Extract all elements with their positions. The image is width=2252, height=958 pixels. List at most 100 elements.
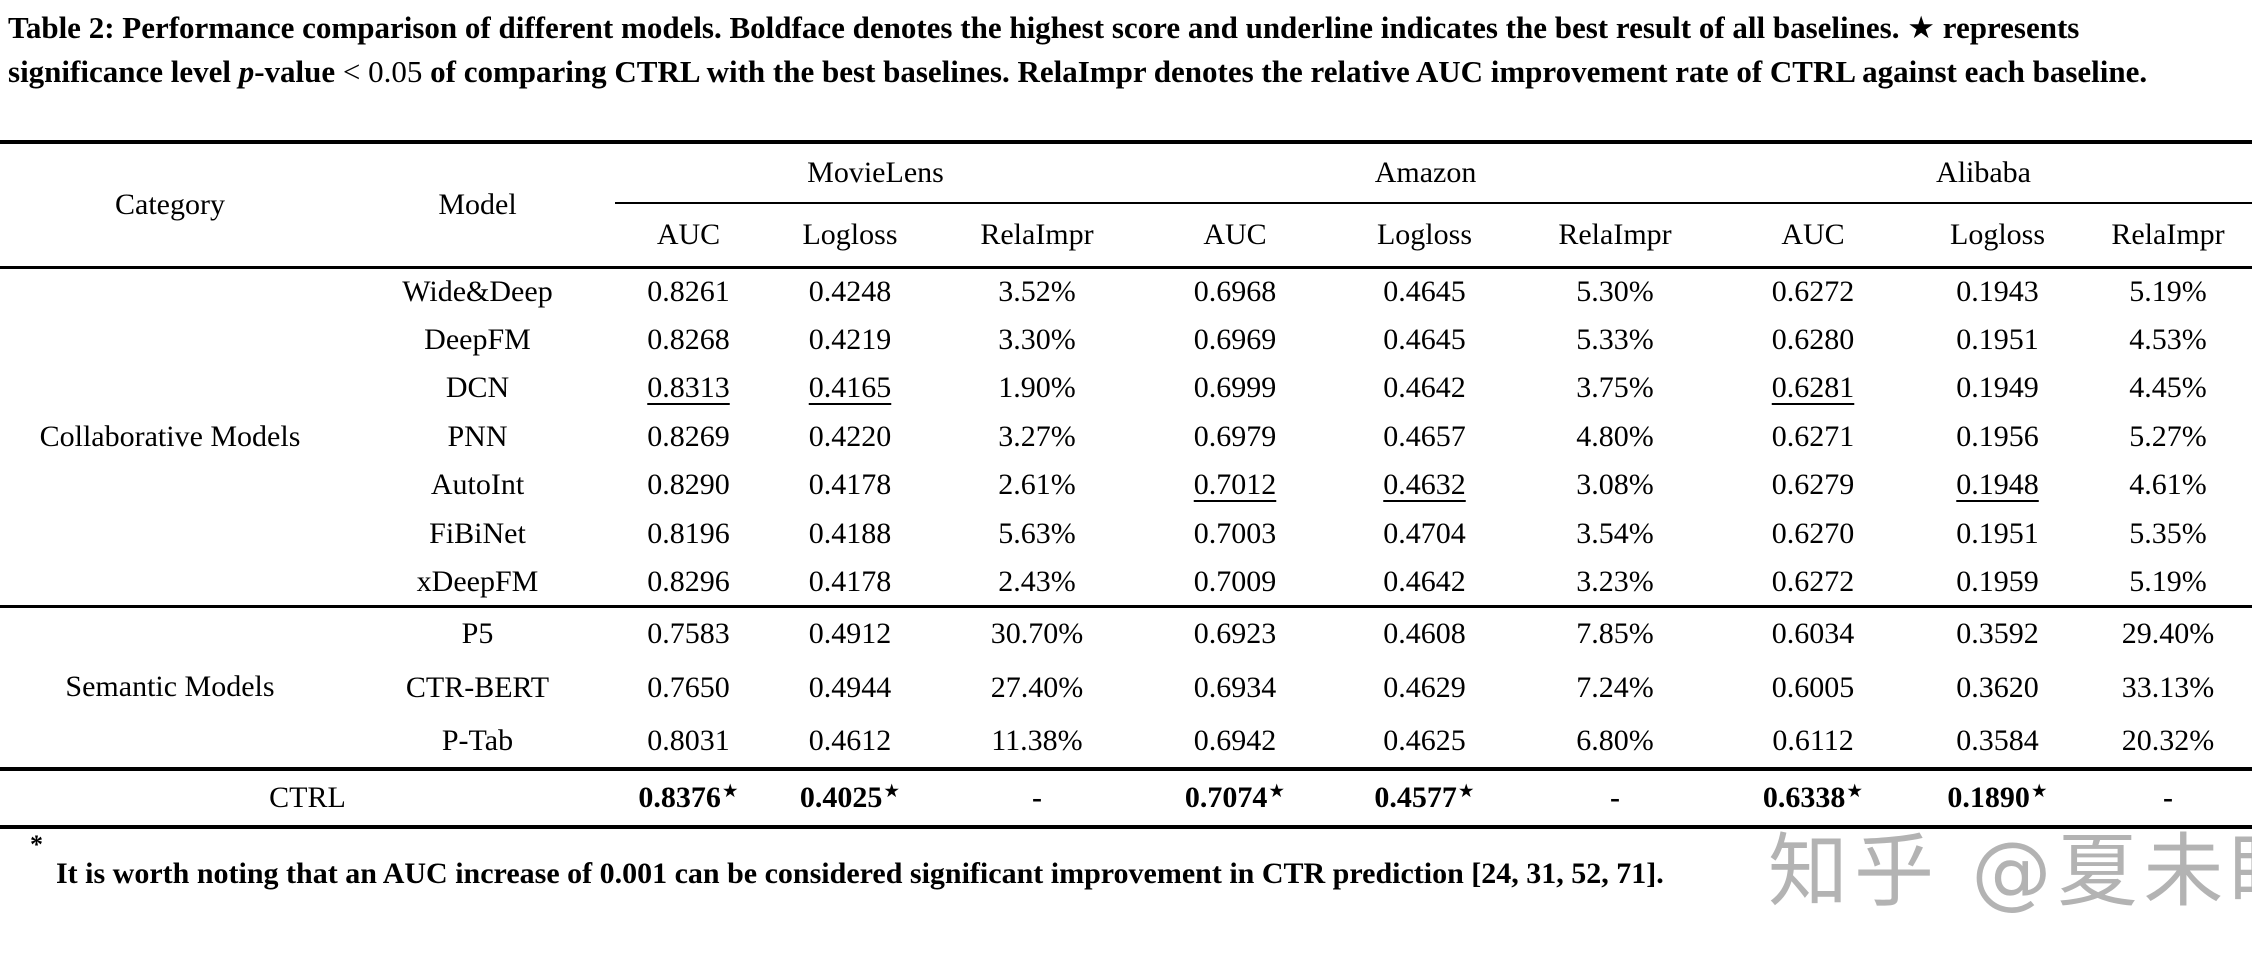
cell: 0.6005 [1771, 670, 1855, 704]
best-baseline-value: 0.4165 [808, 371, 892, 405]
best-baseline-value: 0.4632 [1383, 468, 1466, 502]
cell: 0.6942 [1193, 723, 1277, 757]
cell: 0.7074★ [1136, 769, 1334, 827]
cell: 0.8269 [647, 419, 730, 453]
table-row: DeepFM 0.8268 0.4219 3.30% 0.6969 0.4645… [0, 316, 2252, 365]
cell: 0.6112 [1772, 723, 1854, 757]
cell: 0.8313 [615, 364, 762, 413]
cell: 5.30% [1576, 275, 1654, 308]
cell: 0.1951 [1956, 322, 2039, 356]
column-header-auc: AUC [1136, 203, 1334, 269]
ctrl-value: 0.1890 [1947, 780, 2030, 814]
column-header-model: Model [340, 142, 615, 269]
group-header-amazon: Amazon [1136, 142, 1716, 204]
cell: 0.8261 [647, 275, 730, 308]
table-row: DCN 0.8313 0.4165 1.90% 0.6999 0.4642 3.… [0, 364, 2252, 413]
ctrl-value: 0.4577 [1374, 780, 1457, 814]
ctrl-value: 0.6338 [1762, 780, 1846, 814]
cell: 3.54% [1576, 516, 1654, 550]
table-row: Semantic Models P5 0.7583 0.4912 30.70% … [0, 607, 2252, 703]
table-header: Category Model MovieLens Amazon Alibaba … [0, 142, 2252, 269]
model-name: CTR-BERT [405, 670, 550, 704]
significance-star-icon: ★ [1268, 781, 1286, 803]
ctrl-value: 0.7074 [1184, 780, 1268, 814]
model-name: xDeepFM [416, 564, 539, 598]
cell: - [938, 769, 1136, 827]
cell: 30.70% [990, 617, 1084, 651]
cell: 0.6281 [1715, 364, 1911, 413]
cell: 0.7650 [647, 670, 730, 704]
cell: 0.4178 [808, 564, 892, 598]
cell: 0.1890★ [1911, 769, 2084, 827]
cell: 3.23% [1576, 564, 1654, 598]
cell: 0.1948 [1911, 461, 2084, 510]
cell: 5.33% [1576, 322, 1654, 356]
cell: 0.4912 [808, 617, 892, 651]
cell: 0.4944 [808, 670, 892, 704]
cell: 0.1959 [1956, 564, 2039, 598]
significance-star-icon: ★ [1457, 781, 1475, 803]
cell: 0.6968 [1193, 275, 1277, 308]
category-label: Collaborative Models [39, 419, 301, 453]
cell: 7.24% [1576, 670, 1654, 704]
footnote-text: It is worth noting that an AUC increase … [56, 856, 1664, 890]
table-row: P-Tab 0.8031 0.4612 11.38% 0.6942 0.4625… [0, 715, 2252, 769]
best-baseline-value: 0.1948 [1956, 468, 2039, 502]
cell: 0.4612 [808, 723, 892, 757]
cell: 0.7583 [647, 617, 730, 651]
cell: 4.61% [2129, 468, 2207, 502]
cell: 0.7003 [1193, 516, 1277, 550]
group-header-row: Category Model MovieLens Amazon Alibaba [0, 142, 2252, 269]
cell: - [2084, 769, 2252, 827]
cell: 4.45% [2129, 371, 2207, 405]
cell: 0.8376★ [615, 769, 762, 827]
ctrl-value: 0.4025 [799, 780, 883, 814]
group-header-movielens: MovieLens [615, 142, 1136, 204]
cell: 3.08% [1576, 468, 1654, 502]
column-header-logloss: Logloss [762, 203, 938, 269]
best-baseline-value: 0.8313 [647, 371, 730, 405]
significance-star-icon: ★ [721, 781, 739, 803]
cell: 0.7009 [1193, 564, 1277, 598]
model-name: FiBiNet [429, 516, 526, 550]
table-row: CTRL 0.8376★ 0.4025★ - 0.7074★ 0.4577★ -… [0, 768, 2252, 827]
model-name: DeepFM [424, 322, 531, 356]
cell: 0.1956 [1956, 419, 2039, 453]
column-header-logloss: Logloss [1911, 203, 2085, 269]
cell: 0.1943 [1956, 275, 2039, 308]
collaborative-models-section: Collaborative Models Wide&Deep 0.8261 0.… [0, 267, 2252, 607]
cell: 0.6979 [1193, 419, 1277, 453]
cell: 0.4025★ [762, 769, 938, 827]
cell: 0.4657 [1383, 419, 1466, 453]
cell: 7.85% [1576, 617, 1654, 651]
cell: 0.8268 [647, 322, 730, 356]
cell: 0.1949 [1956, 371, 2039, 405]
cell: 0.4704 [1383, 516, 1466, 550]
cell: 0.4632 [1334, 461, 1515, 510]
table-caption: Table 2: Performance comparison of diffe… [0, 0, 2252, 94]
cell: 3.52% [998, 275, 1076, 308]
cell: 3.27% [998, 419, 1076, 453]
model-name: P5 [461, 617, 494, 651]
model-name: CTRL [269, 780, 346, 814]
column-header-auc: AUC [615, 203, 762, 269]
column-header-auc: AUC [1715, 203, 1912, 269]
cell: 0.8296 [647, 564, 730, 598]
model-name: DCN [445, 371, 510, 405]
cell: 0.3620 [1956, 670, 2039, 704]
column-header-relaimpr: RelaImpr [1515, 203, 1716, 269]
cell: 0.4645 [1383, 275, 1466, 308]
ctrl-value: - [2163, 780, 2174, 814]
ctrl-value: - [1610, 780, 1620, 814]
significance-star-icon: ★ [883, 781, 901, 803]
best-baseline-value: 0.7012 [1193, 468, 1277, 502]
cell: 20.32% [2121, 723, 2215, 757]
cell: 0.6923 [1193, 617, 1277, 651]
footnote-marker: * [30, 829, 43, 859]
cell: 1.90% [998, 371, 1076, 405]
cell: 0.6270 [1771, 516, 1855, 550]
cell: 0.4629 [1383, 670, 1466, 704]
cell: 5.63% [998, 516, 1076, 550]
cell: 0.4220 [808, 419, 892, 453]
cell: 0.4645 [1383, 322, 1466, 356]
